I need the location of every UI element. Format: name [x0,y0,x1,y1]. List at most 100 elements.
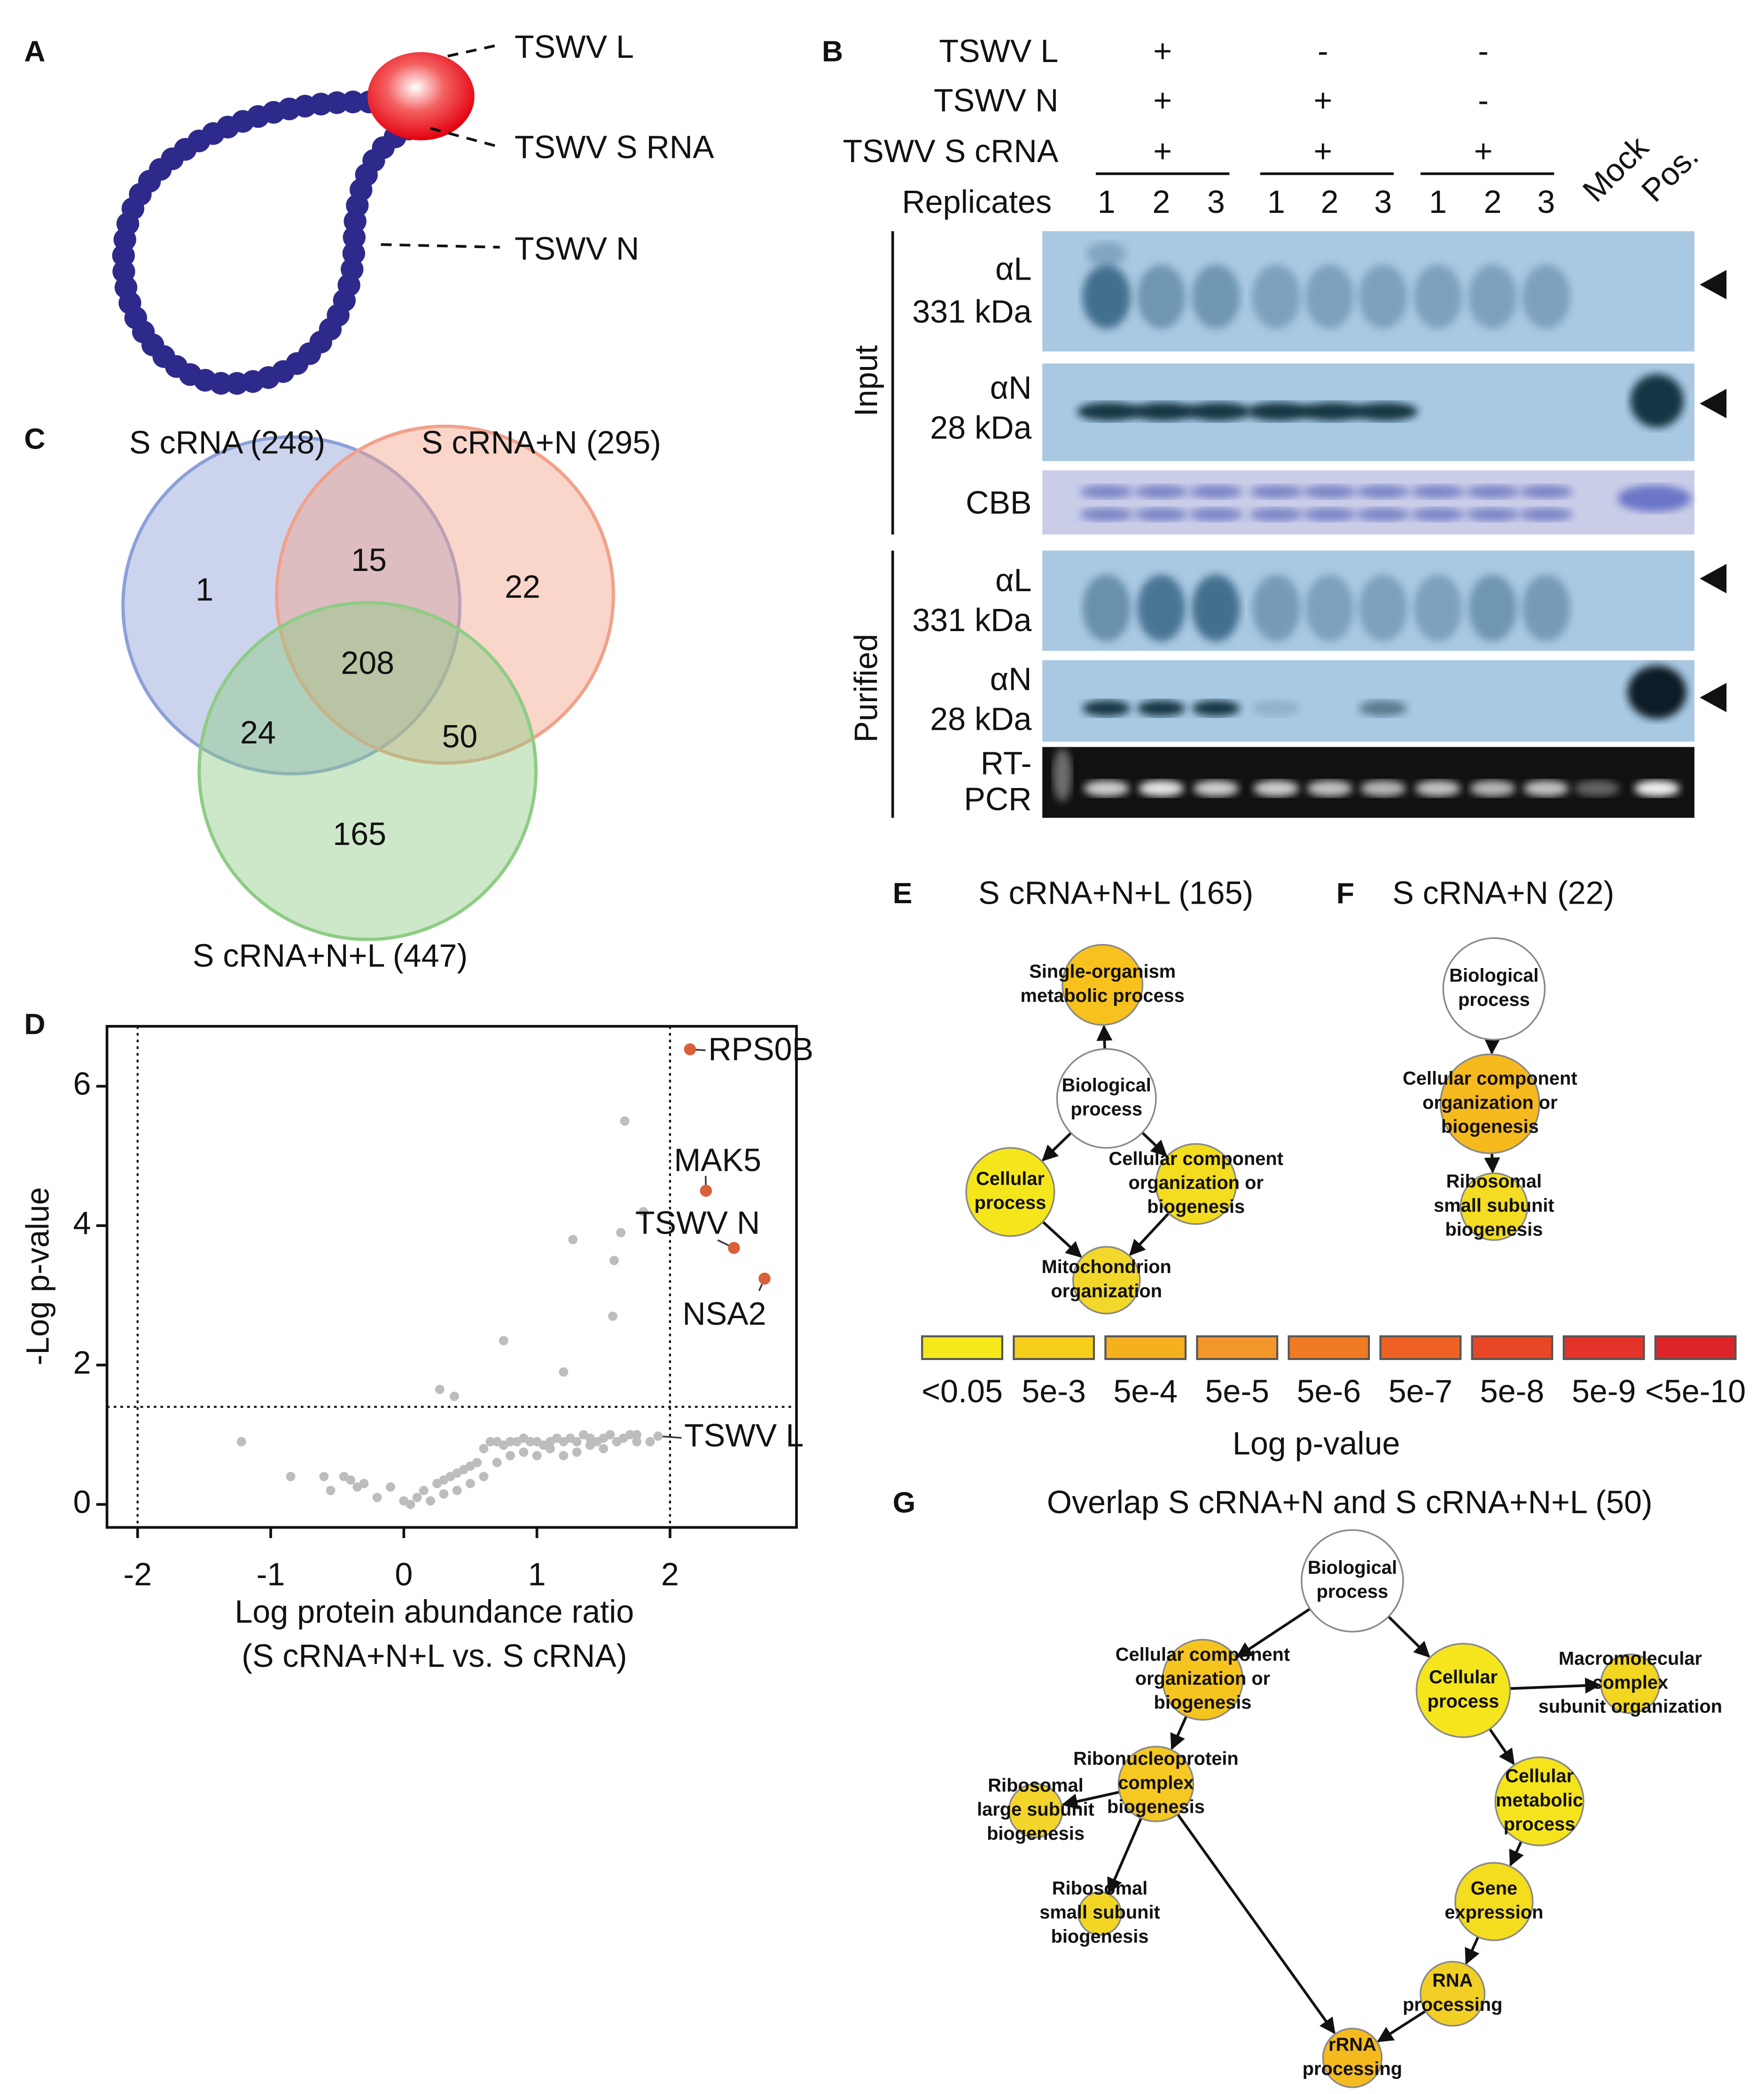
node-label: process [1317,1581,1389,1602]
band [1300,402,1365,421]
node [1600,1653,1661,1714]
band [1359,574,1407,641]
band [1253,780,1299,797]
edge [1107,1818,1142,1894]
edge [1377,2010,1427,2043]
band [1086,242,1127,266]
blot-label: RT- [981,745,1032,781]
node-label: biogenesis [1441,1117,1539,1137]
leaders [381,43,503,249]
y-tick-label: 0 [73,1484,91,1520]
band [1634,780,1680,797]
point [572,1447,582,1457]
legend-label: <0.05 [921,1374,1003,1409]
band [1249,508,1303,522]
point [728,1242,740,1254]
band [1466,508,1520,522]
node [1072,1246,1141,1315]
annotation: TSWV N [515,231,639,267]
node-label: Gene [1471,1878,1518,1899]
band [1411,485,1465,499]
node-label: expression [1444,1902,1543,1923]
annotation: TSWV S RNA [515,130,714,165]
node-label: Mitochondrion [1042,1257,1171,1277]
band [1359,265,1407,329]
band [1134,508,1188,522]
band [1522,265,1570,329]
panel-label: B [822,35,843,68]
band [1413,574,1462,641]
blot [1042,660,1694,742]
legend-swatch [921,1335,1004,1360]
node [1301,1529,1404,1633]
node [1117,1745,1194,1822]
band [1359,700,1407,717]
node-label: organization or [1129,1172,1264,1193]
legend-swatch [1013,1335,1095,1360]
point [599,1444,609,1453]
replicate: 2 [1152,184,1170,220]
band [1077,402,1141,421]
condition-label: TSWV L [939,33,1058,69]
sign: - [1478,83,1489,118]
point [236,1437,246,1446]
node-label: Ribonucleoprotein [1073,1749,1239,1769]
region-count: 22 [505,569,540,605]
node [1155,1143,1237,1225]
sign: + [1313,83,1332,118]
sign: - [1318,33,1328,69]
node-label: processing [1403,1994,1502,2015]
node-label: biogenesis [1107,1797,1205,1817]
node [1420,1961,1486,2027]
point [608,1311,618,1321]
point [559,1367,569,1377]
node [1162,1639,1244,1721]
control-label: Mock [1576,129,1656,209]
legend-swatch [1562,1335,1645,1360]
edge [1041,1132,1072,1162]
venn-set [197,601,538,941]
band [1252,574,1301,641]
node-label: subunit organization [1538,1696,1722,1717]
band [1360,780,1406,797]
band [1470,780,1515,797]
band [1305,574,1354,641]
point [439,1489,449,1499]
x-tick-label: -2 [123,1557,152,1593]
legend-swatch [1379,1335,1462,1360]
node [1442,937,1546,1041]
point-label: NSA2 [682,1296,766,1332]
band [1523,780,1569,797]
point [472,1458,482,1468]
band [1192,574,1241,641]
node-label: process [1504,1814,1576,1835]
legend-label: 5e-7 [1389,1374,1453,1409]
edge [1061,1790,1120,1810]
band [1468,265,1517,329]
replicate: 2 [1484,184,1502,220]
plot-frame [105,1025,798,1529]
band [1186,402,1251,421]
y-tick-label: 6 [73,1066,91,1102]
sign: + [1474,133,1493,169]
node [1439,1053,1540,1154]
legend-label: 5e-8 [1480,1374,1545,1409]
node-label: process [975,1193,1046,1213]
point [653,1431,663,1441]
node-label: metabolic process [1020,985,1184,1006]
panel-title: Overlap S cRNA+N and S cRNA+N+L (50) [1047,1485,1653,1520]
point [372,1492,382,1502]
panel-label: D [24,1008,45,1040]
blot-label: αN [990,661,1032,697]
node-label: Biological [1449,965,1538,986]
node-label: Biological [1308,1557,1397,1578]
legend-label: 5e-3 [1022,1374,1086,1409]
band [1630,374,1684,428]
legend-label: 5e-5 [1205,1374,1270,1409]
node-label: Biological [1062,1075,1151,1095]
panel-title: S cRNA+N+L (165) [978,875,1253,911]
sign: + [1153,83,1172,118]
point [609,1256,619,1266]
sign: + [1153,133,1172,169]
point [519,1447,529,1457]
